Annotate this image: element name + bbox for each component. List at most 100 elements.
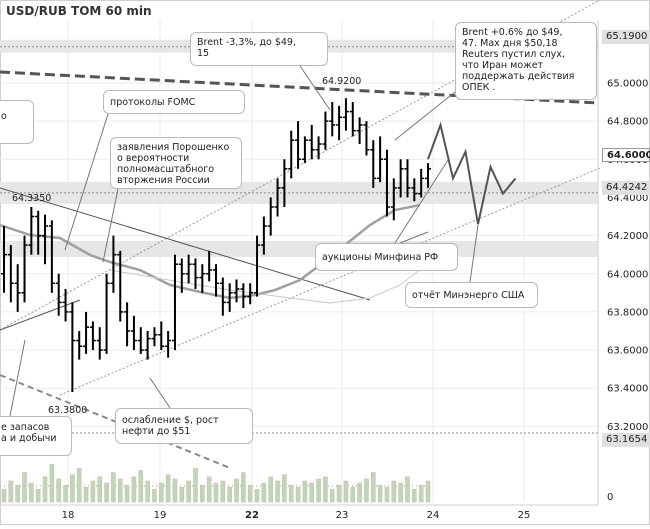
y-tick-label: 65.0000: [607, 78, 648, 89]
volume-bar: [261, 482, 267, 503]
volume-bar: [275, 480, 280, 503]
volume-bar: [179, 486, 185, 503]
pointer-brent-down: [299, 65, 331, 111]
volume-bar: [49, 463, 55, 503]
volume-bar: [15, 484, 20, 503]
volume-bar: [418, 484, 424, 503]
trendline-left: [0, 299, 81, 331]
volume-bar: [364, 478, 369, 503]
volume-bar: [288, 484, 294, 503]
volume-bar: [145, 480, 150, 503]
volume-bar: [63, 484, 68, 503]
volume-bar: [172, 478, 178, 503]
y-tick-label: 64.0000: [607, 269, 648, 280]
volume-bar: [213, 482, 219, 503]
volume-bar: [165, 474, 171, 503]
volume-bar: [357, 482, 362, 503]
y-tick-label: 63.8000: [607, 307, 648, 318]
x-tick-label: 24: [427, 510, 440, 521]
price-tag-64424: 64.4242: [602, 181, 650, 195]
volume-bar: [329, 489, 335, 503]
volume-bar: [425, 480, 431, 503]
pointer-brent-up: [394, 87, 461, 141]
volume-bar: [302, 480, 308, 503]
volume-bar: [398, 482, 403, 503]
y-tick-label: 63.4000: [607, 384, 648, 395]
callout-energy: отчёт Минэнерго США: [405, 282, 538, 308]
volume-bar: [200, 484, 205, 503]
callout-poroshenko: заявления Порошенко о вероятности полном…: [110, 137, 242, 189]
volume-bar: [309, 482, 315, 503]
pointer-minfin-1: [394, 159, 449, 244]
label-low: 63.3800: [48, 405, 87, 416]
volume-bar: [70, 474, 75, 503]
volume-bar: [391, 480, 397, 503]
pointer-usd-weak: [149, 377, 171, 409]
volume-bar: [343, 480, 349, 503]
volume-bar: [76, 468, 82, 503]
y-tick-label: 63.6000: [607, 346, 648, 357]
volume-bar: [377, 484, 383, 503]
volume-bar: [316, 478, 321, 503]
volume-bar: [336, 484, 342, 503]
volume-bar: [370, 472, 376, 503]
volume-bar: [227, 486, 232, 503]
pointer-fomc: [64, 113, 109, 251]
x-tick-label: 18: [62, 510, 75, 521]
volume-bar: [8, 480, 14, 503]
moving-average-slow: [109, 261, 431, 304]
volume-bar: [234, 478, 239, 503]
volume-bar: [323, 476, 328, 503]
label-local-high: 64.3350: [12, 193, 51, 204]
volume-bar: [97, 476, 103, 503]
pointer-poroshenko: [102, 188, 119, 263]
volume-bar: [268, 476, 274, 503]
y-tick-label: 64.2000: [607, 231, 648, 242]
volume-bar: [138, 470, 144, 503]
volume-bar: [405, 476, 410, 503]
volume-bar: [152, 489, 157, 503]
channel-lower: [59, 167, 601, 396]
x-tick-label: 25: [518, 510, 531, 521]
volume-bar: [83, 486, 89, 503]
volume-bar: [104, 482, 109, 503]
volume-axis-label: 0: [607, 492, 613, 503]
callout-fomc: протоколы FOMC: [103, 90, 245, 114]
volume-bar: [186, 480, 191, 503]
price-tag-63165: 63.1654: [602, 433, 650, 447]
volume-bar: [90, 480, 96, 503]
pointer-minfin-2: [399, 231, 429, 244]
callout-minfin: аукционы Минфина РФ: [315, 243, 458, 271]
volume-bar: [158, 482, 164, 503]
volume-bar: [1, 489, 7, 503]
volume-bar: [295, 486, 301, 503]
volume-bar: [193, 468, 198, 503]
volume-bar: [56, 478, 62, 503]
x-tick-label: 22: [245, 510, 259, 521]
volume-bar: [22, 472, 27, 503]
volume-bar: [124, 484, 130, 503]
volume-bar: [384, 486, 390, 503]
volume-bar: [254, 489, 260, 503]
chart-title: USD/RUB TOM 60 min: [6, 4, 152, 18]
volume-bar: [111, 472, 116, 503]
x-tick-label: 19: [154, 510, 167, 521]
volume-bar: [29, 482, 34, 503]
callout-brent-up: Brent +0.6% до $49, 47. Мах дня $50,18 R…: [455, 22, 597, 100]
y-tick-label: 64.4000: [607, 193, 648, 204]
x-tick-label: 23: [336, 510, 349, 521]
callout-usd-weak: ослабление $, рост нефти до $51: [115, 408, 253, 444]
forecast-path: [427, 121, 517, 225]
volume-bar: [220, 480, 226, 503]
volume-bar: [247, 484, 253, 503]
volume-bar: [350, 486, 356, 503]
y-tick-label: 64.8000: [607, 117, 648, 128]
callout-left: о: [0, 100, 34, 144]
volume-bar: [412, 489, 417, 503]
price-tag-65190: 65.1900: [602, 30, 650, 44]
pointer-stocks: [9, 339, 26, 417]
pointer-energy: [469, 224, 479, 283]
volume-bar: [131, 476, 137, 503]
price-tag-64600: 64.6000: [602, 148, 650, 162]
y-tick-label: 63.2000: [607, 422, 648, 433]
